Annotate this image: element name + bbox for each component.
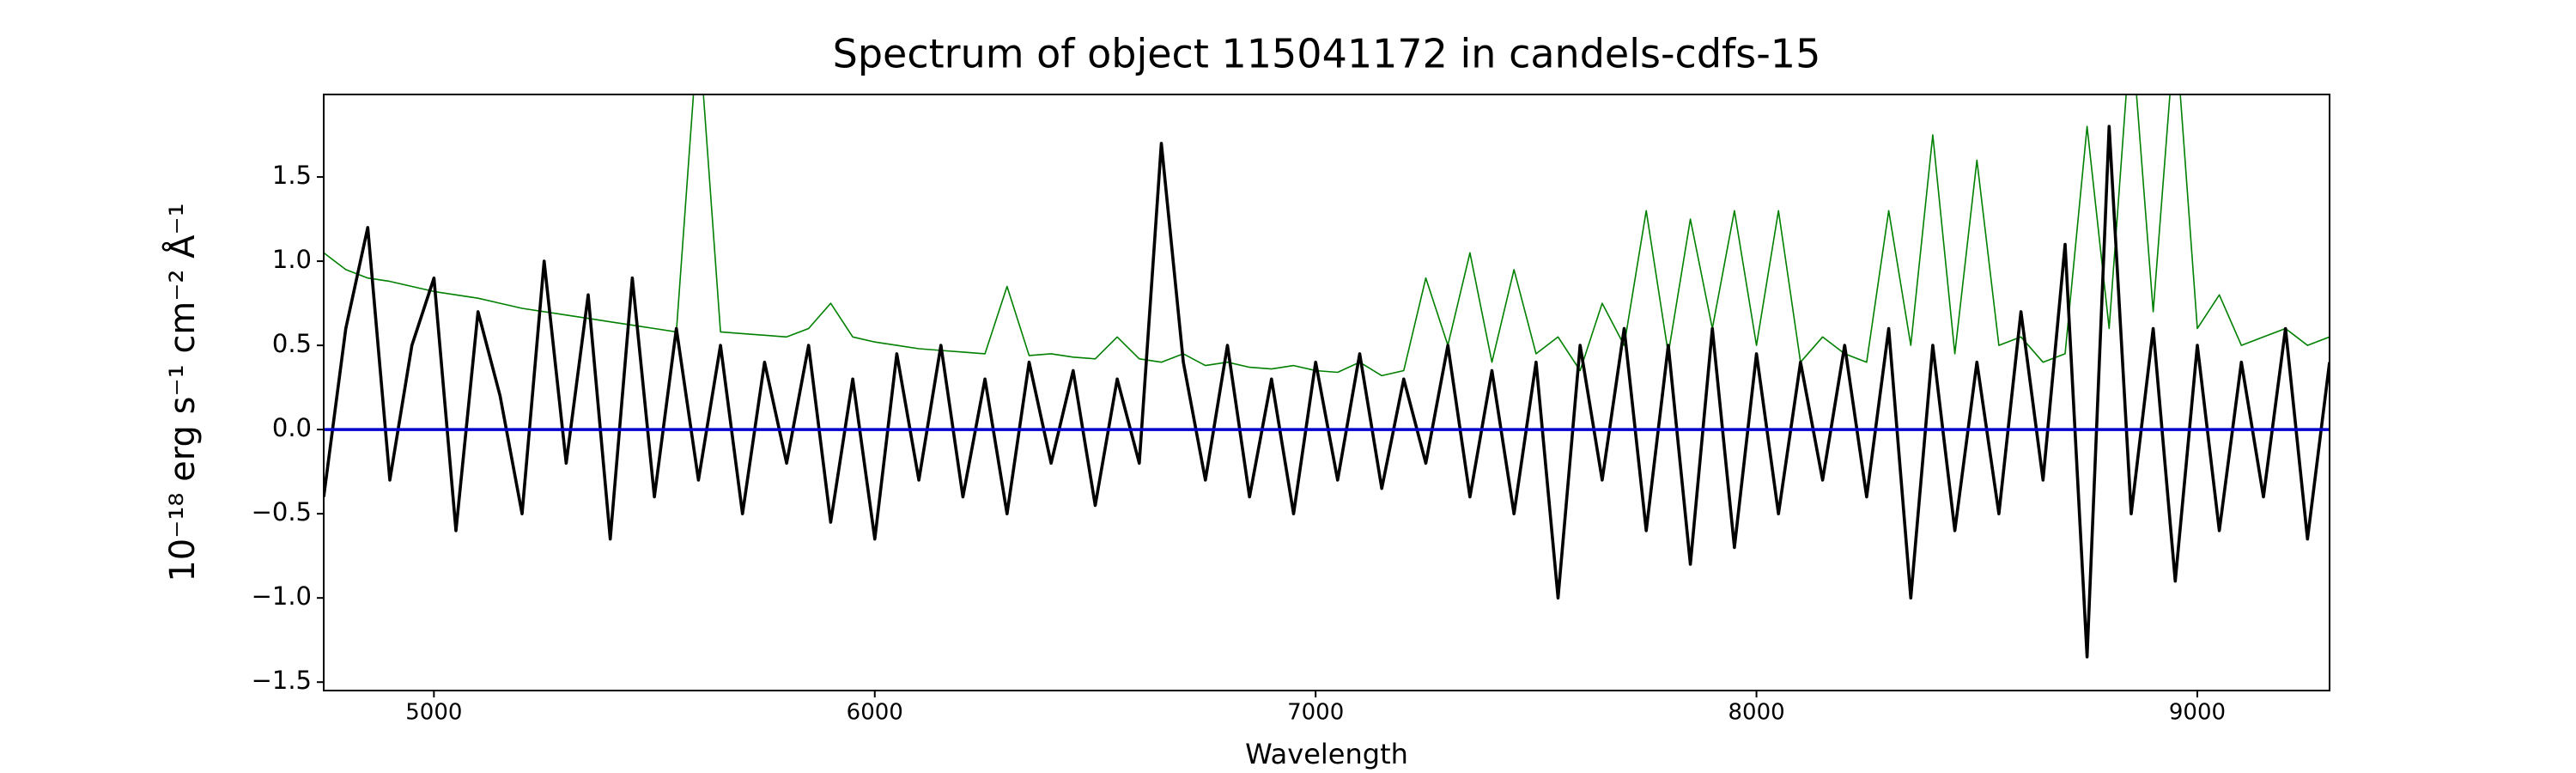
y-tick-label: 0.0 [272, 413, 312, 442]
y-tick-label: −1.0 [252, 581, 312, 611]
x-axis-label: Wavelength [1245, 738, 1408, 770]
spectrum-line [324, 94, 2330, 377]
y-tick-label: 0.5 [272, 329, 312, 358]
chart-title: Spectrum of object 115041172 in candels-… [833, 31, 1821, 77]
plot-frame [323, 94, 2330, 691]
y-tick-label: 1.0 [272, 245, 312, 274]
x-tick-label: 7000 [1287, 700, 1344, 726]
x-tick-label: 9000 [2169, 700, 2226, 726]
y-tick-label: 1.5 [272, 161, 312, 190]
y-tick-label: −1.5 [252, 666, 312, 695]
plot-area [324, 94, 2330, 659]
y-tick-label: −0.5 [252, 497, 312, 526]
spectrum-line [324, 125, 2330, 659]
x-tick-label: 8000 [1728, 700, 1784, 726]
y-axis-label: 10⁻¹⁸ erg s⁻¹ cm⁻² Å⁻¹ [161, 203, 203, 581]
x-tick-label: 5000 [405, 700, 462, 726]
x-tick-label: 6000 [847, 700, 903, 726]
